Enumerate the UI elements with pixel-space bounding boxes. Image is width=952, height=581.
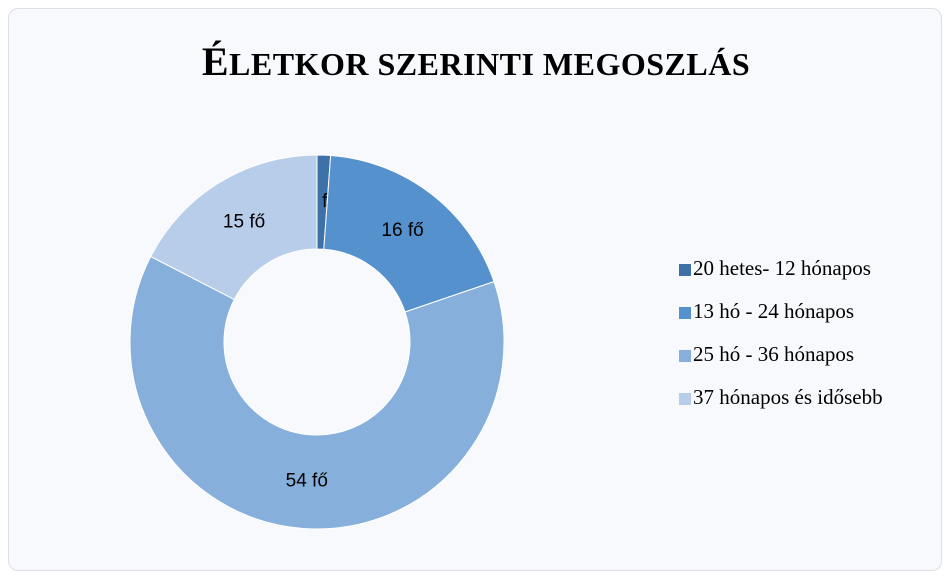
- legend-swatch: [679, 350, 691, 362]
- legend-label: 20 hetes- 12 hónapos: [693, 256, 871, 280]
- legend-swatch: [679, 264, 691, 276]
- donut-slice: [150, 154, 318, 301]
- donut-slice: [129, 255, 505, 530]
- data-label: 15 fő: [223, 212, 265, 233]
- chart-title: ÉLETKOR SZERINTI MEGOSZLÁS: [201, 39, 751, 84]
- legend-swatch: [679, 307, 691, 319]
- legend-label: 37 hónapos és idősebb: [693, 385, 883, 409]
- legend-swatch: [679, 393, 691, 405]
- legend-label: 25 hó - 36 hónapos: [693, 342, 854, 366]
- legend-label: 13 hó - 24 hónapos: [693, 299, 854, 323]
- data-label: 54 fő: [286, 471, 328, 492]
- donut-slice: [323, 154, 495, 313]
- data-label: 16 fő: [381, 220, 423, 241]
